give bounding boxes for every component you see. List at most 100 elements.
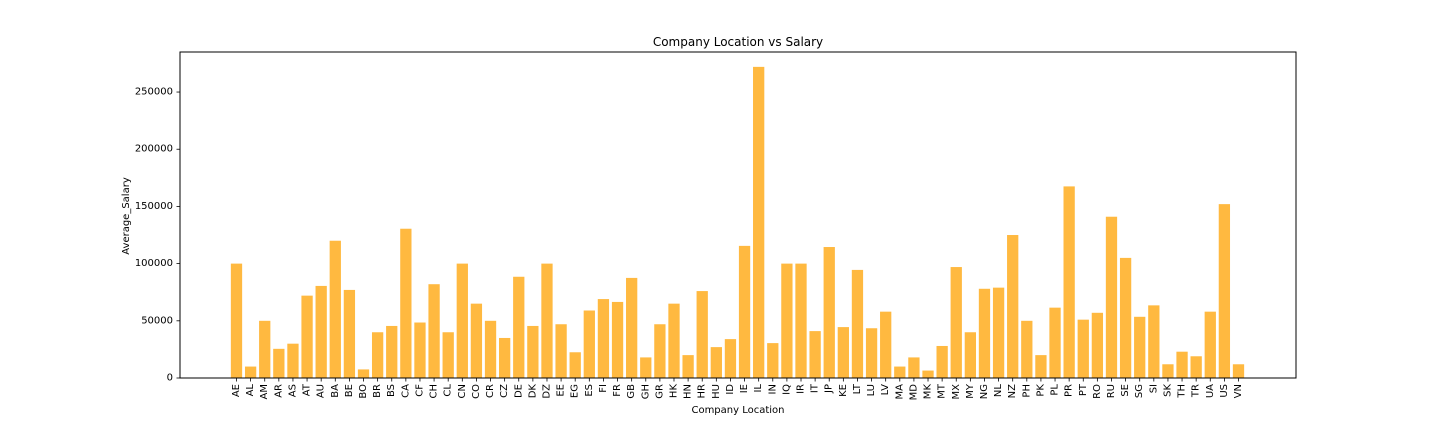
x-axis-label: Company Location	[691, 405, 784, 416]
bar-hu	[710, 347, 722, 378]
bar-se	[1119, 257, 1132, 378]
bar-mt	[936, 345, 948, 378]
x-tick-label: GR	[654, 384, 665, 399]
x-ticks-group: AE AL AM AR AS AT AU BA BE BO BR BS CA CF CH CL CN CO CR CZ…	[231, 378, 1244, 400]
bar-id	[724, 339, 737, 378]
x-tick-label: PR	[1064, 384, 1075, 397]
chart-title: Company Location vs Salary	[653, 35, 823, 49]
x-tick-label: CL	[443, 384, 454, 397]
bar-au	[315, 285, 327, 378]
bar-il	[753, 66, 765, 379]
x-tick-label: VN	[1233, 384, 1244, 398]
x-tick-label: UA	[1205, 384, 1216, 398]
x-tick-label: CF	[414, 384, 425, 397]
x-tick-label: MD	[908, 384, 919, 401]
bar-dz	[541, 263, 553, 378]
bar-sk	[1162, 364, 1174, 378]
x-tick-label: AR	[273, 384, 284, 398]
bar-cf	[414, 322, 426, 378]
x-tick-label: IR	[796, 384, 807, 394]
bar-us	[1218, 204, 1231, 378]
y-tick-label: 250000	[135, 87, 173, 98]
x-tick-label: MK	[923, 384, 934, 400]
bar-ae	[230, 263, 243, 378]
bar-ba	[329, 240, 341, 378]
x-tick-label: MY	[965, 383, 976, 399]
bar-cr	[484, 320, 497, 378]
x-tick-label: NL	[993, 384, 1004, 397]
x-tick-label: IL	[753, 384, 764, 393]
x-tick-label: SG	[1134, 384, 1145, 398]
bar-vn	[1232, 364, 1245, 378]
bar-as	[287, 343, 299, 378]
x-tick-label: IN	[767, 384, 778, 394]
bar-fr	[611, 301, 624, 378]
bar-dk	[527, 325, 539, 378]
bar-ee	[555, 324, 567, 378]
x-tick-label: AT	[302, 383, 313, 396]
bar-sg	[1134, 316, 1146, 378]
x-tick-label: AM	[259, 384, 270, 399]
bar-it	[809, 331, 821, 378]
bar-ch	[428, 284, 440, 378]
bar-hk	[668, 303, 680, 378]
x-tick-label: FI	[598, 384, 609, 393]
bar-ro	[1091, 312, 1104, 378]
x-tick-label: HU	[711, 384, 722, 399]
bars-group	[230, 66, 1245, 379]
bar-be	[343, 289, 356, 378]
bar-cz	[499, 337, 511, 378]
x-tick-label: SK	[1162, 384, 1173, 397]
x-tick-label: DK	[527, 384, 538, 399]
x-tick-label: LV	[880, 384, 891, 395]
x-tick-label: AS	[287, 384, 298, 397]
bar-hn	[682, 355, 694, 378]
x-tick-label: IQ	[781, 384, 792, 395]
x-tick-label: HR	[697, 384, 708, 399]
y-tick-label: 200000	[135, 144, 173, 155]
x-tick-label: PT	[1078, 383, 1089, 396]
bar-lu	[865, 328, 878, 378]
x-tick-label: BA	[330, 384, 341, 398]
bar-ir	[795, 263, 807, 378]
x-tick-label: LU	[866, 384, 877, 396]
y-ticks-group: 0 50000 100000 150000 200000 250000	[135, 87, 180, 384]
bar-md	[908, 357, 920, 378]
bar-bs	[386, 325, 398, 378]
x-tick-label: PK	[1035, 384, 1046, 397]
y-tick-label: 100000	[135, 258, 173, 269]
bar-es	[583, 310, 595, 378]
x-tick-label: EG	[570, 384, 581, 398]
x-tick-label: TR	[1191, 384, 1202, 398]
bar-th	[1176, 351, 1188, 378]
x-tick-label: LT	[852, 383, 863, 394]
x-tick-label: KE	[838, 384, 849, 397]
x-tick-label: CO	[471, 384, 482, 399]
x-tick-label: BR	[372, 384, 383, 398]
x-tick-label: FR	[612, 384, 623, 397]
x-tick-label: US	[1219, 384, 1230, 398]
bar-lv	[880, 311, 892, 378]
bar-cl	[442, 332, 454, 378]
x-tick-label: PL	[1050, 384, 1061, 396]
x-tick-label: PH	[1021, 384, 1032, 398]
x-tick-label: GH	[640, 384, 651, 399]
plot-frame	[179, 51, 1297, 379]
bar-ru	[1105, 216, 1118, 378]
bar-si	[1148, 305, 1160, 378]
bar-tr	[1190, 356, 1202, 378]
bar-gr	[654, 324, 666, 378]
x-tick-label: IE	[739, 384, 750, 393]
bar-bo	[357, 369, 370, 378]
x-tick-label: NZ	[1007, 384, 1018, 398]
x-tick-label: ES	[584, 384, 595, 397]
bar-iq	[781, 263, 793, 378]
bar-cn	[456, 263, 468, 378]
bar-nl	[992, 287, 1005, 378]
x-tick-label: SI	[1148, 384, 1159, 393]
bar-eg	[569, 352, 581, 378]
x-tick-label: MT	[937, 383, 948, 399]
x-tick-label: GB	[626, 384, 637, 399]
